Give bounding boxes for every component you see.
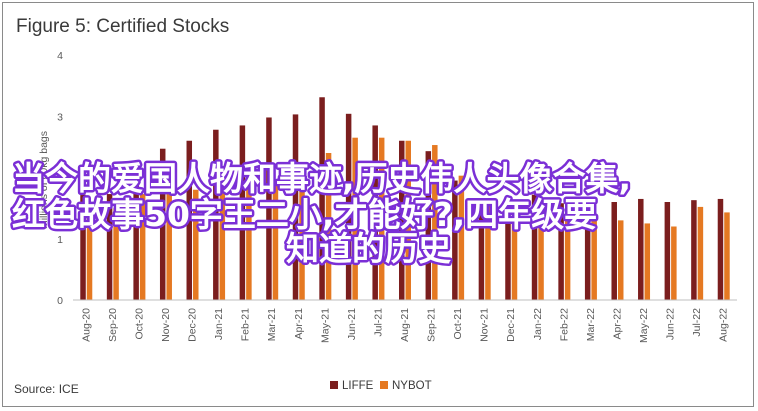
bar-liffe-aug-22 — [717, 198, 724, 300]
bar-liffe-sep-20 — [106, 194, 113, 300]
y-axis-label: Millions of 60kg bags — [38, 131, 50, 229]
x-tick-label: Sep-21 — [426, 308, 438, 342]
bar-nybot-sep-20 — [113, 208, 119, 300]
legend-label-liffe: LIFFE — [342, 380, 374, 392]
bar-liffe-oct-21 — [452, 180, 458, 300]
x-tick-label: Apr-22 — [611, 308, 623, 340]
bar-liffe-jun-21 — [345, 113, 352, 300]
bar-nybot-jun-22 — [671, 226, 677, 300]
x-tick-label: May-21 — [319, 308, 331, 343]
bar-liffe-jun-22 — [664, 202, 671, 300]
bar-nybot-feb-22 — [564, 217, 571, 300]
x-tick-label: Aug-20 — [80, 308, 92, 342]
bar-liffe-oct-20 — [133, 172, 139, 300]
chart-title: Figure 5: Certified Stocks — [16, 16, 229, 37]
bar-liffe-feb-21 — [239, 125, 246, 300]
y-tick-label: 0 — [57, 295, 63, 307]
bar-nybot-jan-21 — [219, 184, 226, 300]
x-tick-label: Aug-21 — [399, 308, 411, 342]
x-tick-label: Jul-22 — [691, 308, 703, 337]
overlay-line-3: 知道的历史 — [286, 229, 451, 268]
bar-nybot-jul-22 — [697, 206, 704, 300]
bar-liffe-may-21 — [319, 97, 325, 300]
x-tick-label: Feb-21 — [240, 308, 252, 341]
bar-liffe-aug-21 — [399, 140, 405, 300]
legend: LIFFE NYBOT — [330, 380, 432, 392]
bar-nybot-apr-21 — [299, 171, 305, 300]
bar-liffe-dec-21 — [505, 198, 511, 300]
bar-nybot-jul-21 — [378, 137, 385, 300]
x-tick-label: Aug-22 — [718, 308, 730, 342]
x-tick-label: Dec-20 — [187, 308, 199, 342]
bar-nybot-nov-20 — [166, 190, 172, 300]
x-tick-label: Mar-22 — [585, 308, 597, 341]
bar-nybot-dec-21 — [511, 217, 518, 300]
bar-nybot-oct-21 — [458, 175, 465, 300]
bar-nybot-sep-21 — [432, 145, 438, 300]
x-tick-label: Nov-21 — [479, 308, 491, 342]
y-tick-label: 1 — [57, 234, 63, 246]
bar-liffe-jan-21 — [213, 129, 219, 300]
bar-nybot-apr-22 — [617, 220, 624, 300]
bar-nybot-jan-22 — [538, 217, 544, 300]
x-tick-label: Jan-21 — [213, 308, 225, 340]
x-tick-label: Dec-21 — [505, 308, 517, 342]
x-axis-ticks: Aug-20 Sep-20 Oct-20 Nov-20 Dec-20 Jan-21 Feb-… — [80, 308, 729, 343]
bar-liffe-apr-22 — [611, 202, 617, 300]
bar-liffe-apr-21 — [292, 114, 299, 300]
legend-swatch-liffe — [330, 381, 338, 389]
y-tick-label: 3 — [57, 111, 63, 123]
bar-liffe-sep-21 — [425, 151, 432, 300]
overlay-caption: 当今的爱国人物和事迹,历史伟人头像合集, 红色故事50字王二小,才能好?,四年级… — [10, 157, 634, 271]
bar-nybot-aug-20 — [86, 216, 93, 300]
bar-nybot-feb-21 — [246, 186, 252, 300]
bar-nybot-may-21 — [325, 153, 332, 300]
bar-nybot-aug-22 — [724, 212, 730, 300]
y-tick-label: 2 — [57, 173, 63, 185]
overlay-line-1: 当今的爱国人物和事迹,历史伟人头像合集, — [12, 159, 631, 198]
x-tick-label: Jun-21 — [346, 308, 358, 340]
x-tick-label: Sep-20 — [107, 308, 119, 342]
x-tick-label: May-22 — [638, 308, 650, 343]
x-tick-label: Apr-21 — [293, 308, 305, 340]
x-tick-label: Feb-22 — [558, 308, 570, 341]
x-tick-label: Nov-20 — [160, 308, 172, 342]
y-axis-ticks: 0 1 2 3 4 — [57, 50, 63, 307]
bar-liffe-jul-22 — [691, 200, 697, 300]
bar-nybot-dec-20 — [193, 189, 199, 300]
overlay-line-2: 红色故事50字王二小,才能好?,四年级要 — [12, 195, 597, 234]
bar-liffe-may-22 — [638, 198, 644, 300]
x-tick-label: Jan-22 — [532, 308, 544, 340]
bar-liffe-nov-21 — [478, 202, 485, 300]
bar-liffe-dec-20 — [186, 140, 193, 300]
x-tick-label: Mar-21 — [266, 308, 278, 341]
y-tick-label: 4 — [57, 50, 63, 62]
chart-frame — [2, 2, 754, 407]
bar-nybot-nov-21 — [485, 205, 491, 300]
bar-liffe-feb-22 — [558, 203, 564, 300]
bar-liffe-aug-20 — [80, 194, 86, 300]
bar-liffe-nov-20 — [159, 148, 166, 300]
bars — [80, 97, 730, 300]
x-tick-label: Jun-22 — [665, 308, 677, 340]
bar-liffe-jul-21 — [372, 125, 378, 300]
legend-swatch-nybot — [380, 381, 388, 389]
bar-liffe-mar-21 — [266, 117, 272, 300]
bar-nybot-jun-21 — [352, 137, 358, 300]
x-tick-label: Oct-20 — [133, 308, 145, 340]
legend-label-nybot: NYBOT — [392, 380, 432, 392]
bar-nybot-mar-21 — [272, 180, 279, 300]
source-note: Source: ICE — [14, 382, 79, 396]
x-tick-label: Oct-21 — [452, 308, 464, 340]
bar-nybot-mar-22 — [591, 214, 597, 300]
bar-nybot-may-22 — [644, 223, 651, 300]
bar-liffe-mar-22 — [584, 202, 591, 300]
x-tick-label: Jul-21 — [372, 308, 384, 337]
bar-liffe-jan-22 — [531, 194, 538, 300]
bar-nybot-oct-20 — [139, 194, 146, 300]
bar-nybot-aug-21 — [405, 140, 411, 300]
